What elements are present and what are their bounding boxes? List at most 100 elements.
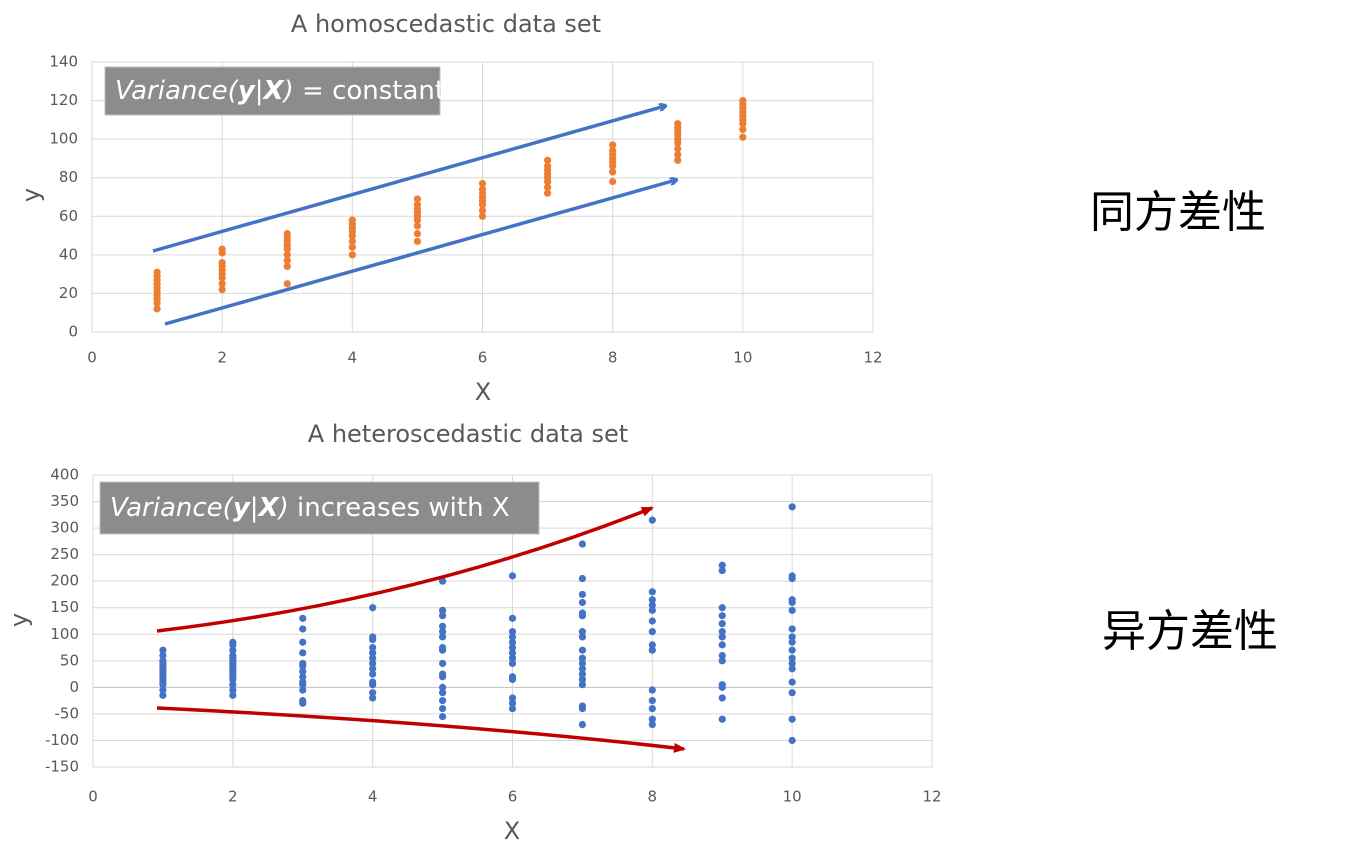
point <box>508 694 517 702</box>
point <box>788 715 796 723</box>
point <box>413 201 422 209</box>
annotation-part: ) <box>277 493 289 523</box>
point <box>438 689 447 697</box>
point <box>508 654 517 662</box>
point <box>578 659 587 668</box>
point <box>718 651 726 660</box>
point <box>369 689 377 697</box>
point <box>299 614 307 622</box>
annotation-box <box>99 481 540 535</box>
point <box>438 622 447 630</box>
point <box>299 638 307 646</box>
point <box>283 280 291 288</box>
point <box>218 285 226 294</box>
annotation: Variance(y|X) = constant <box>115 76 445 106</box>
point <box>609 147 617 155</box>
point <box>299 686 307 694</box>
point <box>718 566 726 575</box>
point <box>159 686 167 694</box>
y-tick-label: 120 <box>49 91 78 109</box>
point <box>413 230 422 238</box>
y-tick-label: 0 <box>68 323 78 341</box>
point <box>578 675 587 684</box>
point <box>648 646 656 654</box>
point <box>739 96 747 105</box>
y-tick-label: 20 <box>59 284 78 302</box>
annotation-part: Variance( <box>115 76 240 106</box>
side-label: 同方差性 <box>1090 187 1266 238</box>
point <box>413 195 422 203</box>
point <box>508 643 517 652</box>
y-tick-label: 100 <box>49 130 78 148</box>
point <box>718 628 726 636</box>
arrows <box>152 106 686 753</box>
point <box>159 657 167 665</box>
point <box>508 638 517 646</box>
point <box>478 212 487 220</box>
point <box>369 654 377 662</box>
point <box>229 646 237 654</box>
plot-frame <box>91 61 874 333</box>
point <box>788 665 796 673</box>
point <box>578 598 587 607</box>
point <box>718 620 726 628</box>
annotation-box <box>104 66 441 116</box>
x-axis-title: X <box>475 378 491 406</box>
point <box>508 614 517 622</box>
point <box>788 659 796 668</box>
y-tick-label: -50 <box>55 704 80 722</box>
point <box>674 120 682 128</box>
point <box>218 280 226 288</box>
chart-title: A homoscedastic data set <box>291 10 601 38</box>
point <box>299 667 307 676</box>
annotation-part: Variance( <box>110 493 235 523</box>
point <box>438 643 447 652</box>
point <box>438 628 447 636</box>
point <box>578 646 587 654</box>
y-tick-label: 300 <box>50 519 79 537</box>
x-tick-label: 10 <box>733 349 752 367</box>
point <box>788 638 796 646</box>
point <box>609 168 617 176</box>
point <box>348 251 356 259</box>
x-axis-title: X <box>504 817 520 845</box>
plot-frame <box>92 474 933 768</box>
point <box>788 678 796 686</box>
point <box>648 588 656 596</box>
point <box>578 628 587 636</box>
point <box>153 268 161 276</box>
point <box>159 651 167 660</box>
point <box>438 670 447 678</box>
point <box>648 641 656 649</box>
y-tick-label: 80 <box>59 168 78 186</box>
point <box>718 612 726 620</box>
y-tick-label: -100 <box>45 731 79 749</box>
point <box>508 633 517 641</box>
point <box>648 715 656 723</box>
point <box>369 694 377 702</box>
annotation-part: y <box>238 76 256 106</box>
y-tick-label: 40 <box>59 245 78 263</box>
point <box>508 705 517 713</box>
point <box>718 604 726 612</box>
point <box>478 185 487 193</box>
point <box>578 681 587 689</box>
x-tick-label: 2 <box>217 349 227 367</box>
point <box>438 712 447 721</box>
point <box>438 683 447 691</box>
point <box>283 251 291 259</box>
y-tick-label: -150 <box>45 758 79 776</box>
point <box>648 705 656 713</box>
arrow <box>164 180 676 326</box>
annotation-part: ) <box>282 76 294 106</box>
x-tick-label: 10 <box>783 788 802 806</box>
point <box>438 697 447 705</box>
point <box>283 262 291 271</box>
point <box>648 601 656 609</box>
point <box>718 715 726 723</box>
annotation-part: = constant <box>294 76 445 106</box>
point <box>159 646 167 654</box>
point <box>788 503 796 511</box>
x-tick-label: 4 <box>348 349 358 367</box>
y-tick-label: 400 <box>50 466 79 484</box>
